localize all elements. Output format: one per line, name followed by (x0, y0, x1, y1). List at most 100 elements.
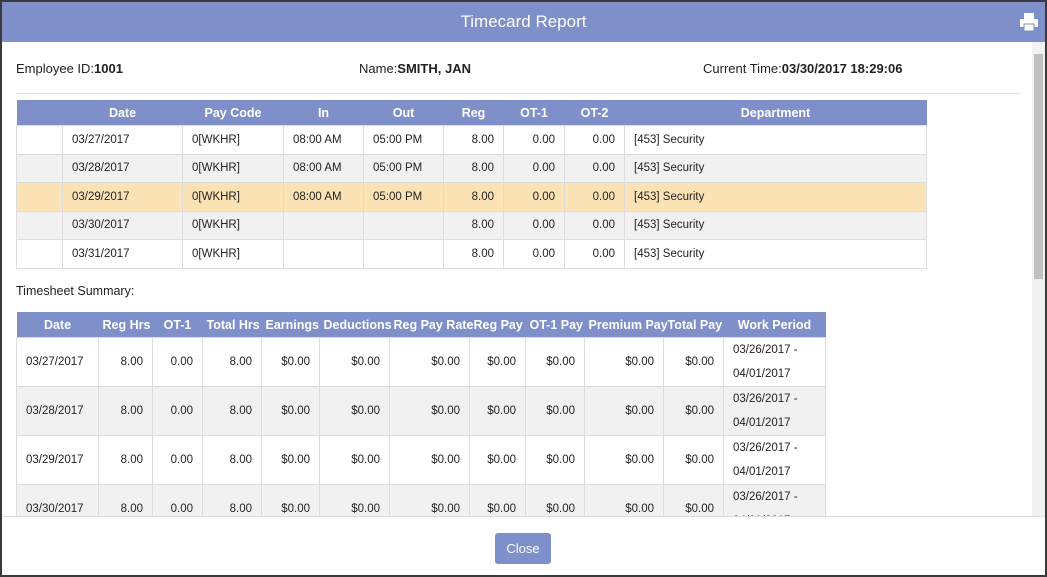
header-cell: Reg Hrs (98, 312, 153, 338)
cell: $0.00 (261, 484, 320, 516)
cell: $0.00 (663, 484, 724, 516)
cell: 0[WKHR] (182, 182, 284, 212)
cell: 8.00 (202, 435, 262, 485)
cell: $0.00 (319, 337, 390, 387)
cell: 03/26/2017 - 04/01/2017 (723, 484, 826, 516)
cell: 05:00 PM (363, 182, 444, 212)
cell: 0.00 (503, 210, 565, 240)
cell: 0.00 (564, 125, 625, 155)
cell: $0.00 (389, 337, 470, 387)
cell: $0.00 (261, 386, 320, 436)
header-cell (16, 100, 63, 126)
cell: $0.00 (469, 484, 526, 516)
value: SMITH, JAN (397, 61, 471, 76)
cell: 0[WKHR] (182, 210, 284, 240)
cell: $0.00 (663, 337, 724, 387)
scrollbar[interactable] (1032, 42, 1045, 516)
cell: [453] Security (624, 210, 927, 240)
cell: 0[WKHR] (182, 125, 284, 155)
header-cell: Total Hrs (202, 312, 262, 338)
cell: 0.00 (152, 484, 203, 516)
close-button[interactable]: Close (495, 533, 551, 564)
summary-title: Timesheet Summary: (16, 284, 135, 298)
cell: $0.00 (261, 337, 320, 387)
cell: 8.00 (443, 182, 504, 212)
cell: $0.00 (584, 337, 664, 387)
employee-name: Name:SMITH, JAN (359, 61, 471, 76)
label: Name: (359, 61, 398, 76)
modal-body: Employee ID:1001 Name:SMITH, JAN Current… (2, 42, 1032, 516)
cell: $0.00 (525, 484, 585, 516)
header-cell: Reg (443, 100, 504, 126)
header-cell: Work Period (723, 312, 826, 338)
cell: $0.00 (663, 435, 724, 485)
cell: $0.00 (525, 386, 585, 436)
cell: 0.00 (564, 153, 625, 183)
cell: $0.00 (525, 435, 585, 485)
label: Employee ID: (16, 61, 95, 76)
cell: 03/26/2017 - 04/01/2017 (723, 337, 826, 387)
employee-id: Employee ID:1001 (16, 61, 123, 76)
header-cell: OT-1 Pay (525, 312, 585, 338)
summary-table: Date Reg Hrs OT-1 Total Hrs Earnings Deductio… (16, 312, 826, 516)
row[interactable]: 03/28/2017 0[WKHR] 08:00 AM 05:00 PM 8.00 0.0… (16, 153, 927, 183)
cell: 0[WKHR] (182, 239, 284, 269)
cell (283, 239, 364, 269)
cell: 8.00 (202, 386, 262, 436)
modal-header: Timecard Report (2, 2, 1045, 42)
cell: $0.00 (319, 386, 390, 436)
cell: $0.00 (469, 337, 526, 387)
cell: [453] Security (624, 125, 927, 155)
row: 03/29/2017 8.00 0.00 8.00 $0.00 $0.00 $0.00 $0.… (16, 435, 826, 485)
value: 03/30/2017 18:29:06 (781, 61, 903, 76)
cell: 0.00 (152, 386, 203, 436)
cell: $0.00 (389, 386, 470, 436)
cell: 08:00 AM (283, 125, 364, 155)
row: 03/28/2017 8.00 0.00 8.00 $0.00 $0.00 $0.00 $0.… (16, 386, 826, 436)
cell: [453] Security (624, 153, 927, 183)
header-cell: Date (16, 312, 99, 338)
modal-title: Timecard Report (460, 12, 587, 31)
modal-footer: Close (2, 516, 1045, 575)
header-cell: Out (363, 100, 444, 126)
cell (16, 153, 63, 183)
cell (16, 210, 63, 240)
cell: 08:00 AM (283, 153, 364, 183)
cell: 8.00 (202, 337, 262, 387)
scroll-thumb[interactable] (1034, 54, 1043, 279)
row[interactable]: 03/30/2017 0[WKHR] 8.00 0.00 0.00 [453] Secur… (16, 210, 927, 240)
header-cell: Pay Code (182, 100, 284, 126)
cell: 03/27/2017 (16, 337, 99, 387)
header-cell: Date (62, 100, 183, 126)
header-cell: OT-2 (564, 100, 625, 126)
row: 03/30/2017 8.00 0.00 8.00 $0.00 $0.00 $0.00 $0.… (16, 484, 826, 516)
cell: 0.00 (152, 435, 203, 485)
row[interactable]: 03/31/2017 0[WKHR] 8.00 0.00 0.00 [453] Secur… (16, 239, 927, 269)
cell: 8.00 (443, 153, 504, 183)
cell: [453] Security (624, 182, 927, 212)
cell: [453] Security (624, 239, 927, 269)
cell: $0.00 (389, 435, 470, 485)
timecard-table: Date Pay Code In Out Reg OT-1 OT-2 Department 03… (16, 100, 927, 269)
cell: 03/28/2017 (16, 386, 99, 436)
cell: $0.00 (261, 435, 320, 485)
cell: 03/29/2017 (16, 435, 99, 485)
cell: 0.00 (564, 210, 625, 240)
cell: 03/27/2017 (62, 125, 183, 155)
cell: 8.00 (202, 484, 262, 516)
cell: 0.00 (152, 337, 203, 387)
cell (16, 239, 63, 269)
row[interactable]: 03/27/2017 0[WKHR] 08:00 AM 05:00 PM 8.00 0.0… (16, 125, 927, 155)
cell: 0.00 (564, 239, 625, 269)
cell: 0.00 (503, 125, 565, 155)
cell: 8.00 (98, 337, 153, 387)
cell: 03/30/2017 (16, 484, 99, 516)
cell: 0.00 (503, 182, 565, 212)
header-cell: Department (624, 100, 927, 126)
cell (283, 210, 364, 240)
row[interactable]: 03/29/2017 0[WKHR] 08:00 AM 05:00 PM 8.00 0.0… (16, 182, 927, 212)
print-icon[interactable] (1019, 12, 1039, 32)
cell: 03/31/2017 (62, 239, 183, 269)
header-row: Date Reg Hrs OT-1 Total Hrs Earnings Deductio… (16, 312, 826, 338)
cell: $0.00 (389, 484, 470, 516)
